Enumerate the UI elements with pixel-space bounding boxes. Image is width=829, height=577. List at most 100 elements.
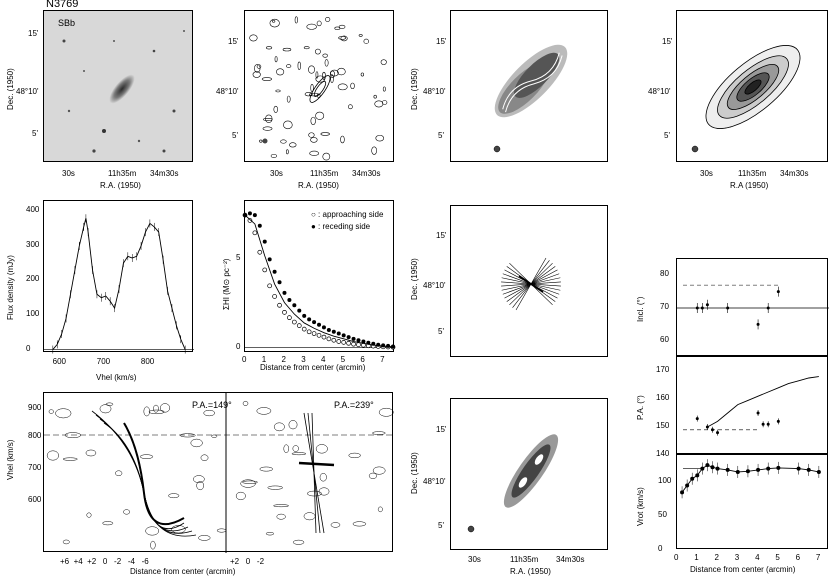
sigma-ylabel: ΣHI (M⊙ pc⁻²) (222, 258, 231, 310)
vrot-point (756, 467, 761, 472)
sigma-xtick: 3 (301, 355, 306, 364)
approaching-point (306, 329, 312, 335)
pa-point (710, 428, 714, 432)
incl-point (726, 306, 730, 310)
vrot-point (685, 483, 690, 488)
tilted-ring-panel (450, 205, 608, 357)
pv-xlabel: Distance from center (arcmin) (130, 567, 236, 576)
velocity-field-map (493, 44, 568, 153)
ra-tick-4c: 34m30s (780, 169, 809, 178)
vrot-xtick: 2 (714, 553, 719, 562)
receding-point (336, 331, 341, 336)
pv-tick-900: 900 (28, 403, 42, 412)
approaching-point (257, 249, 263, 255)
dec-tick-2a: 15' (228, 37, 239, 46)
pa-ytick: 170 (656, 365, 670, 374)
incl-ytick: 80 (660, 269, 669, 279)
dec-tick-6a: 15' (436, 425, 447, 434)
sigma-xtick: 1 (261, 355, 267, 364)
pv-xticks2: +2 0 -2 (230, 557, 265, 566)
receding-point (326, 328, 331, 333)
legend-approaching: ○ : approaching side (311, 210, 384, 219)
dec-tick-6c: 5' (438, 521, 444, 530)
pa-point (756, 411, 760, 415)
receding-point (331, 329, 336, 334)
flux-ylabel: Flux density (mJy) (6, 255, 15, 320)
vrot-xtick: 1 (694, 553, 699, 562)
approaching-point (247, 218, 253, 223)
incl-point (776, 290, 780, 294)
rotation-curve-panel (676, 454, 828, 549)
pv-pa1: P.A.=149° (192, 400, 232, 410)
ra-tick-6a: 30s (468, 555, 481, 564)
pa-ytick: 160 (656, 393, 670, 402)
receding-point (282, 290, 287, 295)
sigma-xtick: 6 (360, 355, 365, 364)
sigma-xtick: 0 (242, 355, 247, 364)
vrot-xtick: 5 (775, 553, 780, 562)
ra-tick-1a: 30s (62, 169, 75, 178)
global-profile-panel (43, 200, 194, 354)
sigma-xlabel: Distance from center (arcmin) (260, 363, 366, 372)
receding-point (346, 335, 351, 340)
dec-tick-3b: 48°10' (423, 87, 446, 96)
dec-tick-15: 15' (28, 29, 39, 38)
rc-xlabel: Distance from center (arcmin) (690, 565, 796, 574)
pa-point (695, 417, 699, 421)
galaxy-image (109, 74, 135, 104)
dec-label-5: Dec. (1950) (410, 258, 419, 300)
vrot-point (705, 463, 710, 468)
pa-point (776, 419, 780, 423)
profile-ytick: 0 (26, 343, 31, 353)
vrot-point (715, 466, 720, 471)
receding-point (356, 338, 361, 343)
ra-label-1: R.A. (1950) (100, 181, 141, 190)
vrot-xtick: 4 (755, 553, 760, 562)
vrot-point (806, 467, 811, 472)
receding-point (297, 308, 302, 313)
inclination-panel (676, 258, 829, 356)
incl-point (756, 322, 760, 326)
vrot-xtick: 7 (815, 553, 821, 562)
vrot-point (745, 469, 750, 474)
inclination-chart (677, 284, 829, 330)
profile-line (52, 218, 186, 350)
receding-point (351, 336, 356, 341)
approaching-point (287, 315, 292, 321)
receding-point (381, 343, 386, 348)
vrot-point (816, 469, 821, 474)
sigma-xtick: 4 (320, 355, 326, 364)
ra-label-4: R.A (1950) (730, 181, 769, 190)
vrot-point (680, 490, 685, 495)
pv-pa2: P.A.=239° (334, 400, 374, 410)
approaching-point (321, 334, 327, 340)
ra-tick-6c: 34m30s (556, 555, 585, 564)
position-angle-panel (676, 356, 828, 454)
sigma-ytick: 0 (236, 341, 241, 351)
pv-tick-600: 600 (28, 495, 42, 504)
pa-ylabel: P.A. (°) (636, 395, 645, 420)
ra-tick-2c: 34m30s (352, 169, 381, 178)
ra-tick-4a: 30s (700, 169, 713, 178)
receding-point (247, 211, 252, 216)
dec-tick-2b: 48°10' (216, 87, 239, 96)
dec-tick-5: 5' (32, 129, 38, 138)
vrot-point (710, 465, 715, 470)
rotation-curve-chart (680, 459, 821, 499)
velocity-field-panel (450, 10, 608, 162)
dec-tick-5c: 5' (438, 327, 444, 336)
approaching-point (316, 332, 322, 338)
vrot-point (725, 467, 730, 472)
receding-point (267, 257, 272, 262)
approaching-point (267, 283, 273, 289)
surface-density-chart (242, 211, 396, 350)
ra-tick-2a: 30s (270, 169, 283, 178)
incl-ylabel: Incl. (°) (636, 296, 645, 322)
dec-tick-4c: 5' (664, 131, 670, 140)
optical-image (62, 30, 185, 153)
dec-label-1: Dec. (1950) (6, 68, 15, 110)
beam-marker (493, 145, 501, 153)
pa-point (761, 422, 765, 426)
approaching-point (326, 336, 332, 342)
